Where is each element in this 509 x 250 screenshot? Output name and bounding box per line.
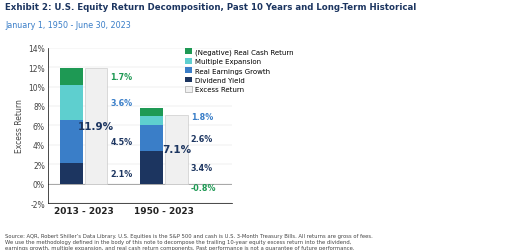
Bar <box>60 85 82 120</box>
Bar <box>140 151 163 184</box>
Text: 3.6%: 3.6% <box>110 98 133 107</box>
Bar <box>60 164 82 184</box>
Text: 3.4%: 3.4% <box>191 163 213 172</box>
Text: 2.1%: 2.1% <box>110 169 133 178</box>
Bar <box>60 69 82 85</box>
Bar <box>60 120 82 164</box>
Bar <box>165 115 187 184</box>
Text: January 1, 1950 - June 30, 2023: January 1, 1950 - June 30, 2023 <box>5 21 131 30</box>
Text: 7.1%: 7.1% <box>162 144 191 154</box>
Text: -0.8%: -0.8% <box>191 183 216 192</box>
Bar <box>140 108 163 116</box>
Text: 11.9%: 11.9% <box>78 122 114 131</box>
Text: Source: AQR, Robert Shiller’s Data Library. U.S. Equities is the S&P 500 and cas: Source: AQR, Robert Shiller’s Data Libra… <box>5 234 373 250</box>
Text: Exhibit 2: U.S. Equity Return Decomposition, Past 10 Years and Long-Term Histori: Exhibit 2: U.S. Equity Return Decomposit… <box>5 2 416 12</box>
Bar <box>85 69 107 184</box>
Legend: (Negative) Real Cash Return, Multiple Expansion, Real Earnings Growth, Dividend : (Negative) Real Cash Return, Multiple Ex… <box>185 49 293 93</box>
Bar <box>140 126 163 151</box>
Text: 1.8%: 1.8% <box>191 113 213 122</box>
Text: 1.7%: 1.7% <box>110 72 133 82</box>
Text: 2.6%: 2.6% <box>191 134 213 143</box>
Text: 4.5%: 4.5% <box>110 137 133 146</box>
Bar <box>140 108 163 126</box>
Y-axis label: Excess Return: Excess Return <box>15 99 24 153</box>
